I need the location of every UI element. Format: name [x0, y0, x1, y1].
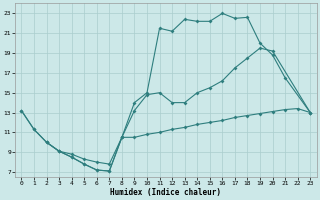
X-axis label: Humidex (Indice chaleur): Humidex (Indice chaleur) — [110, 188, 221, 197]
